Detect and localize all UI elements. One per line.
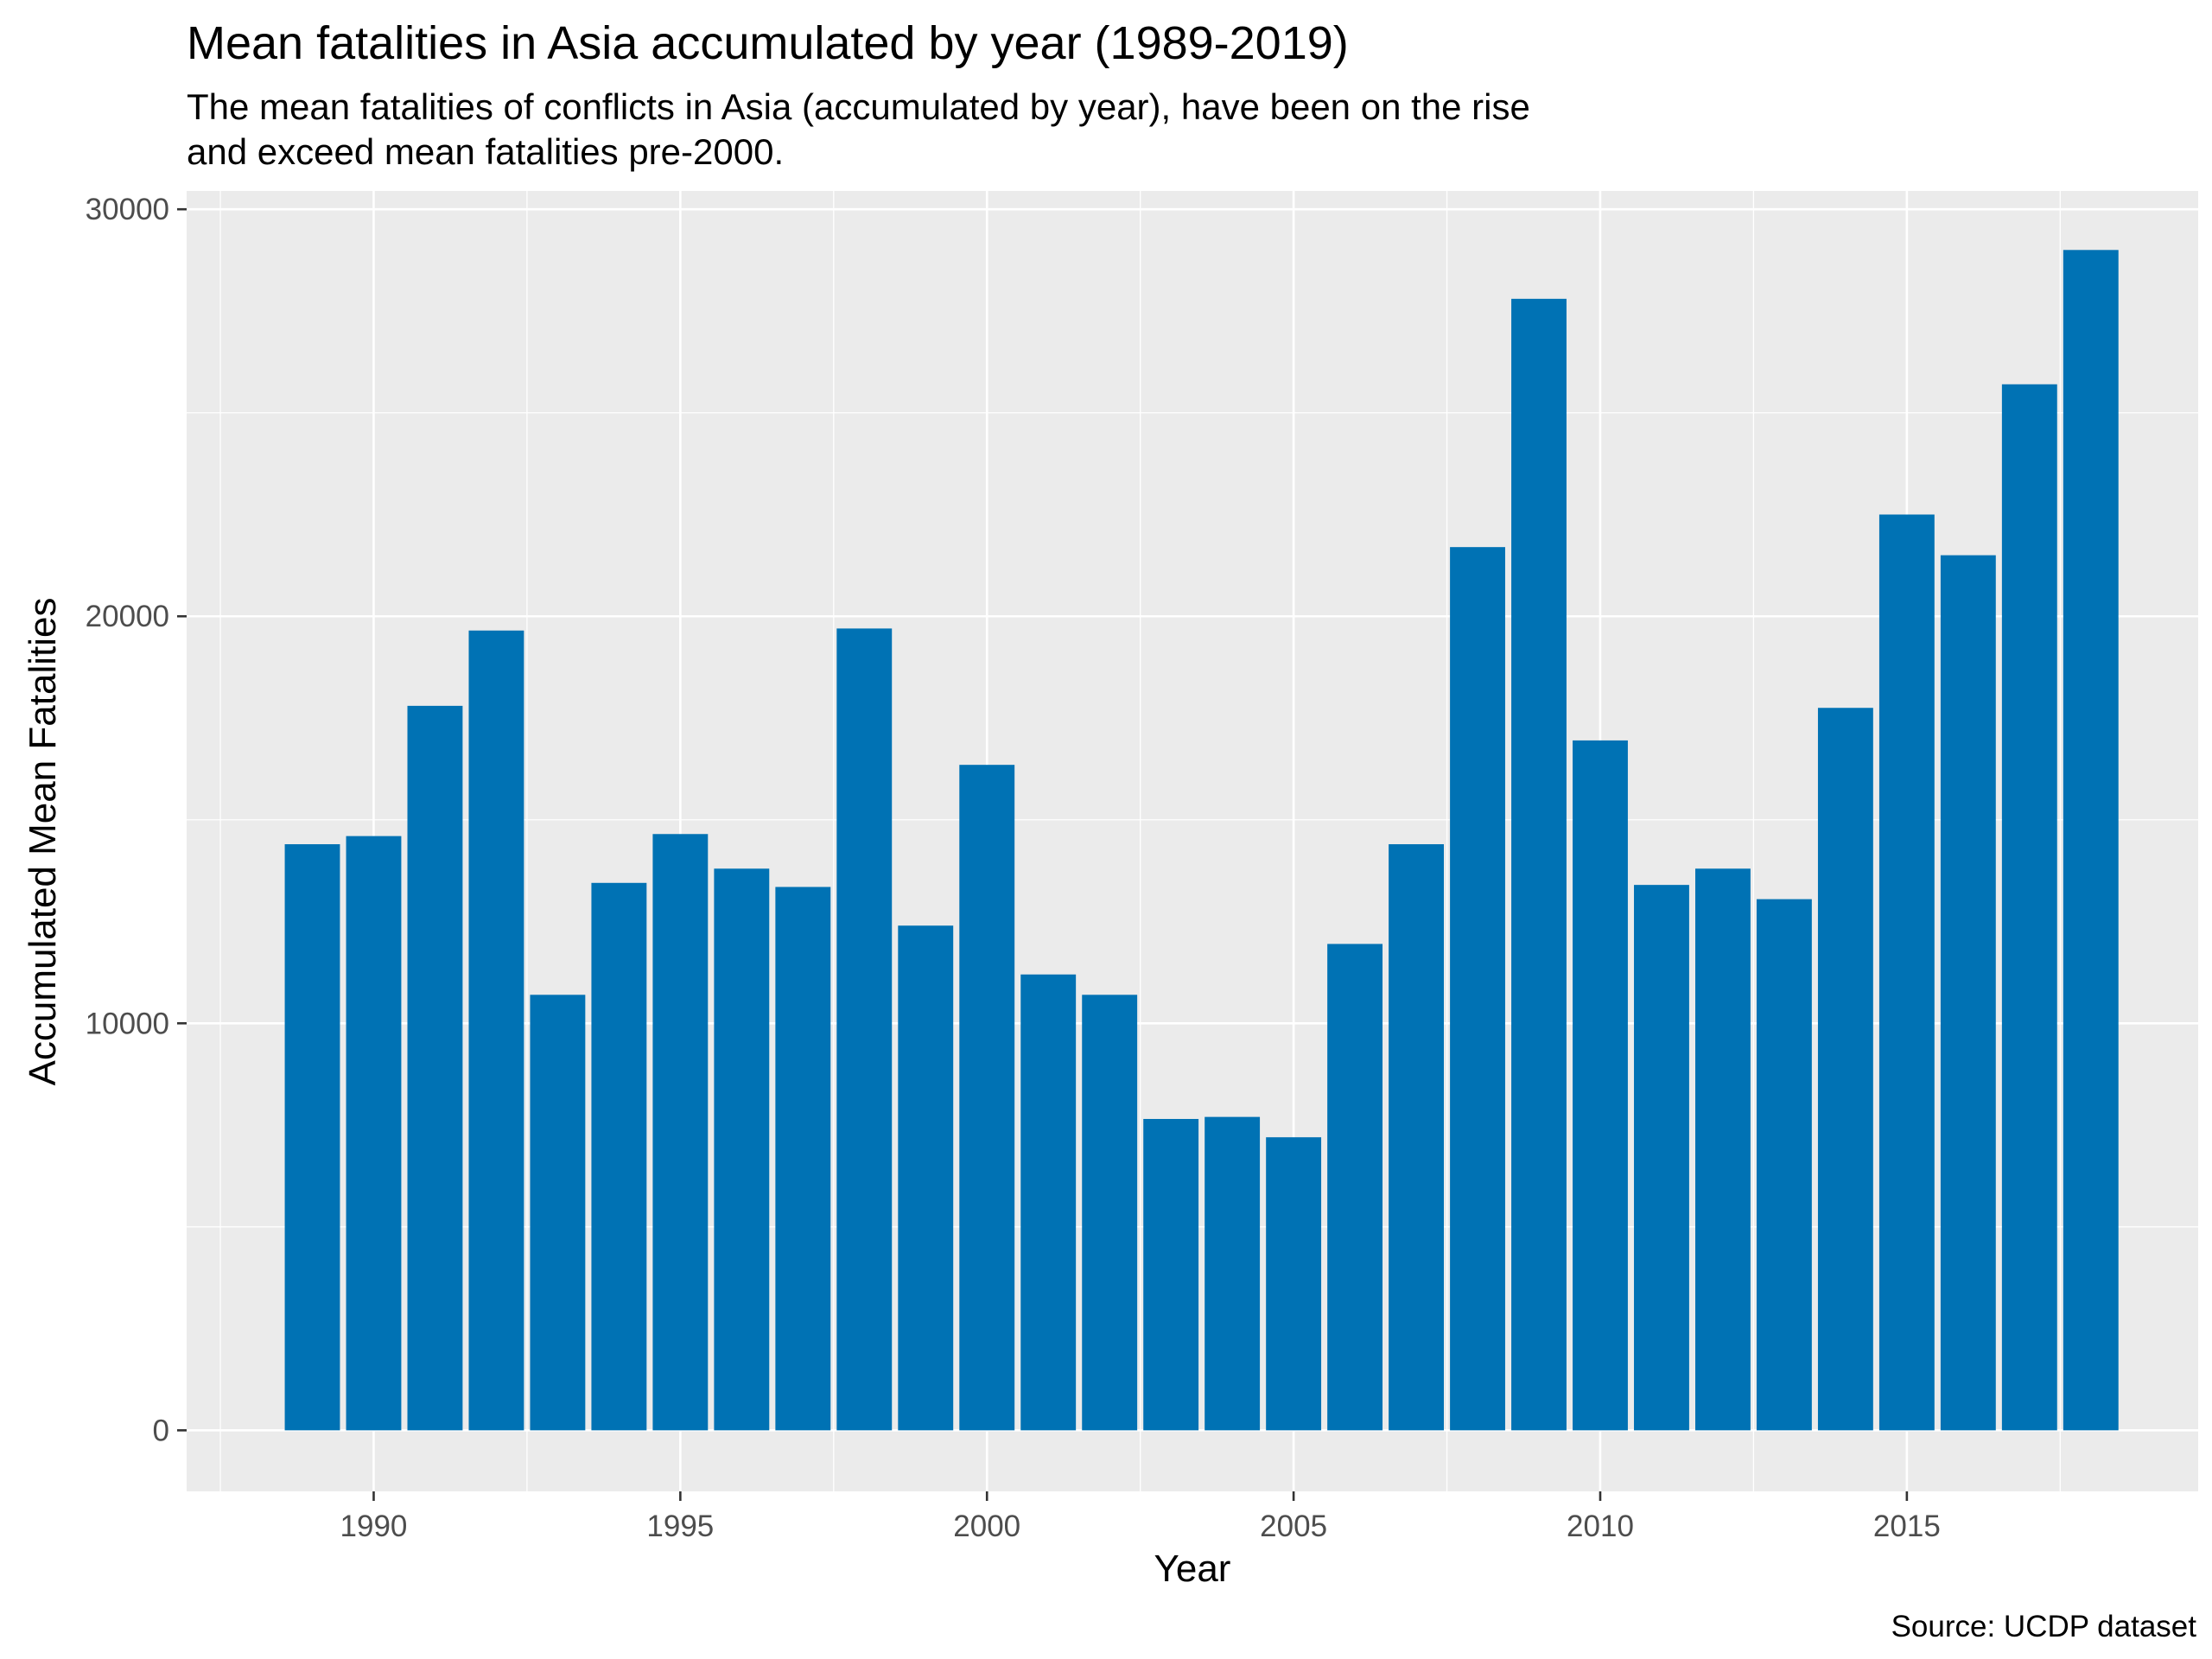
bar-1999 bbox=[898, 925, 954, 1431]
bar-1995 bbox=[652, 834, 709, 1431]
y-axis: 0 10000 20000 30000 bbox=[86, 193, 187, 1447]
x-tick-label: 2015 bbox=[1873, 1510, 1941, 1543]
bar-2009 bbox=[1511, 298, 1567, 1431]
y-tick-label: 0 bbox=[153, 1414, 169, 1447]
bar-2016 bbox=[1940, 555, 1996, 1431]
bar-series bbox=[284, 250, 2119, 1431]
bar-2007 bbox=[1389, 844, 1444, 1431]
x-tick-label: 2005 bbox=[1260, 1510, 1327, 1543]
bar-2010 bbox=[1573, 740, 1628, 1431]
x-axis: 1990 1995 2000 2005 2010 2015 bbox=[340, 1491, 1941, 1543]
bar-2017 bbox=[2001, 384, 2057, 1431]
x-tick-label: 2000 bbox=[953, 1510, 1020, 1543]
chart-subtitle-line-2: and exceed mean fatalities pre-2000. bbox=[187, 131, 784, 172]
bar-1993 bbox=[530, 995, 586, 1431]
bar-2008 bbox=[1450, 547, 1505, 1431]
bar-2002 bbox=[1082, 995, 1138, 1431]
bar-2011 bbox=[1634, 885, 1689, 1431]
bar-1997 bbox=[775, 887, 831, 1431]
bar-2003 bbox=[1143, 1118, 1199, 1431]
bar-1990 bbox=[346, 836, 402, 1431]
x-tick-label: 1990 bbox=[340, 1510, 408, 1543]
bar-2005 bbox=[1266, 1137, 1322, 1431]
x-tick-label: 2010 bbox=[1567, 1510, 1634, 1543]
bar-1992 bbox=[468, 630, 524, 1431]
y-tick-label: 30000 bbox=[86, 193, 169, 226]
x-tick-label: 1995 bbox=[646, 1510, 714, 1543]
bar-2012 bbox=[1695, 868, 1751, 1431]
bar-1991 bbox=[407, 705, 463, 1431]
chart-caption: Source: UCDP dataset bbox=[1891, 1610, 2197, 1643]
bar-2015 bbox=[1878, 514, 1935, 1431]
bar-2014 bbox=[1817, 708, 1873, 1431]
chart-subtitle-line-1: The mean fatalities of conflicts in Asia… bbox=[187, 86, 1530, 127]
bar-2018 bbox=[2063, 250, 2119, 1431]
bar-1998 bbox=[836, 628, 893, 1431]
bar-2013 bbox=[1756, 899, 1812, 1431]
bar-2004 bbox=[1205, 1116, 1261, 1431]
y-axis-title: Accumulated Mean Fatalities bbox=[22, 598, 64, 1086]
chart-title: Mean fatalities in Asia accumulated by y… bbox=[187, 17, 1349, 69]
minor-gridlines-x bbox=[219, 191, 2061, 1491]
bar-2006 bbox=[1327, 944, 1383, 1431]
bar-1996 bbox=[714, 868, 770, 1431]
y-tick-label: 20000 bbox=[86, 600, 169, 633]
y-tick-label: 10000 bbox=[86, 1007, 169, 1040]
bar-1989 bbox=[284, 844, 340, 1431]
bar-1994 bbox=[591, 882, 647, 1431]
bar-2001 bbox=[1020, 974, 1077, 1431]
bar-2000 bbox=[959, 765, 1015, 1431]
x-axis-title: Year bbox=[1154, 1548, 1231, 1590]
